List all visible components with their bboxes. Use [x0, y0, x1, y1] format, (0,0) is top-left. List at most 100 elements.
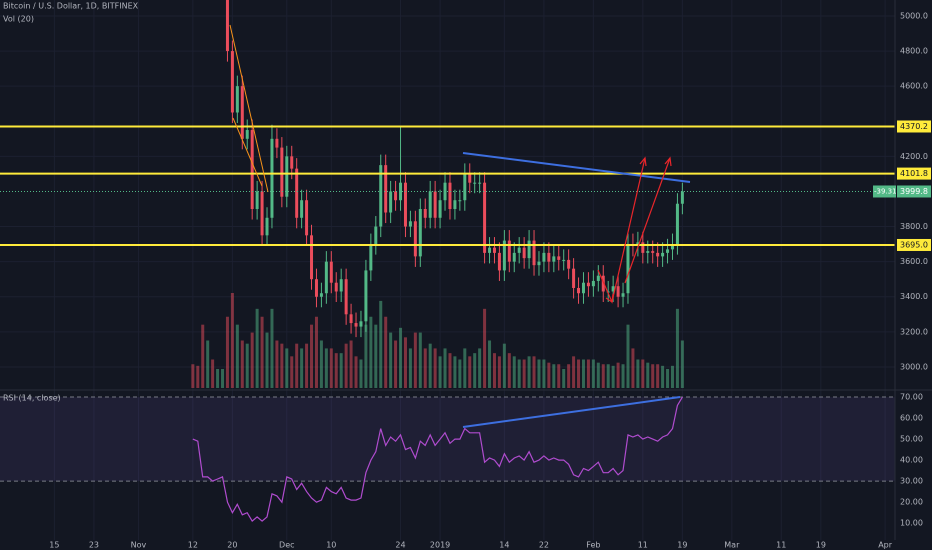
candle-body	[448, 182, 452, 210]
last-price-box	[897, 185, 931, 198]
x-tick-label: Dec	[279, 541, 294, 550]
volume-bar	[225, 316, 229, 388]
candle-body	[389, 191, 393, 213]
volume-bar	[334, 353, 338, 388]
candle-body	[403, 182, 407, 227]
volume-bar	[577, 359, 581, 388]
volume-bar	[216, 369, 220, 388]
candle-body	[374, 226, 378, 245]
volume-bar	[305, 343, 309, 388]
volume-bar	[502, 343, 506, 388]
candle-body	[562, 259, 566, 261]
rsi-tick-label: 30.00	[900, 477, 923, 486]
volume-bar	[581, 359, 585, 388]
candle-body	[250, 130, 254, 210]
chart-title: Bitcoin / U.S. Dollar, 1D, BITFINEX	[3, 2, 139, 11]
resistance-line	[462, 152, 691, 183]
candle-body	[275, 138, 279, 148]
x-tick-label: 22	[539, 541, 549, 550]
x-tick-label: Mar	[724, 541, 740, 550]
volume-bar	[255, 308, 259, 388]
candle-body	[507, 240, 511, 262]
candle-body	[314, 279, 318, 297]
candle-body	[265, 217, 269, 236]
candle-body	[369, 244, 373, 271]
x-tick-label: 23	[89, 541, 99, 550]
candle-body	[656, 252, 660, 257]
x-tick-label: 19	[816, 541, 826, 550]
trend-line	[229, 24, 269, 193]
rsi-tick-label: 10.00	[900, 519, 923, 528]
candle-body	[463, 173, 467, 201]
volume-bar	[364, 324, 368, 388]
candle-body	[468, 173, 472, 183]
volume-bar	[354, 356, 358, 388]
candle-body	[675, 203, 679, 245]
volume-bar	[290, 356, 294, 388]
volume-bar	[567, 364, 571, 388]
last-price-label: 3999.8	[900, 187, 928, 196]
volume-bar	[408, 348, 412, 388]
candle-body	[626, 244, 630, 294]
rsi-tick-label: 50.00	[900, 435, 923, 444]
level-label-box	[897, 120, 931, 133]
volume-bar	[448, 353, 452, 388]
candle-body	[577, 287, 581, 294]
volume-bar	[626, 324, 630, 388]
candle-body	[641, 242, 645, 253]
candle-body	[666, 249, 670, 253]
volume-bar	[433, 348, 437, 388]
volume-bar	[211, 359, 215, 388]
level-label-box	[897, 238, 931, 251]
volume-bar	[359, 359, 363, 388]
volume-bar	[572, 356, 576, 388]
volume-bar	[324, 348, 328, 388]
volume-bar	[458, 359, 462, 388]
x-tick-label: 12	[188, 541, 198, 550]
volume-bar	[488, 340, 492, 388]
volume-bar	[443, 348, 447, 388]
volume-bar	[552, 364, 556, 388]
level-label: 3695.0	[900, 240, 928, 249]
volume-bar	[319, 340, 323, 388]
volume-bar	[339, 353, 343, 388]
candle-body	[527, 240, 531, 259]
volume-bar	[661, 365, 665, 388]
arrowhead	[664, 156, 672, 167]
y-tick-label: 4800.0	[900, 47, 928, 56]
rsi-tick-label: 60.00	[900, 414, 923, 423]
candle-body	[478, 182, 482, 184]
candle-body	[270, 138, 274, 218]
candle-body	[260, 191, 264, 236]
volume-bar	[591, 359, 595, 388]
candle-body	[443, 182, 447, 201]
volume-bar	[636, 359, 640, 388]
level-label-box	[897, 167, 931, 180]
arrowhead	[639, 156, 647, 167]
volume-bar	[532, 356, 536, 388]
volume-bar	[522, 359, 526, 388]
volume-bar	[562, 369, 566, 388]
volume-bar	[497, 356, 501, 388]
candle-body	[438, 200, 442, 218]
candle-body	[349, 314, 353, 324]
volume-bar	[596, 362, 600, 388]
volume-bar	[201, 324, 205, 388]
candle-body	[280, 147, 284, 197]
volume-bar	[601, 364, 605, 388]
volume-bar	[621, 364, 625, 388]
candle-body	[334, 282, 338, 292]
volume-bar	[468, 356, 472, 388]
volume-bar	[379, 300, 383, 388]
labels: 15 23 Nov 12 20 Dec 10 24 2019 14 22 Feb 11 19 Mar 11 19…	[49, 11, 931, 550]
y-tick-label: 3200.0	[900, 327, 928, 336]
candle-body	[413, 221, 417, 257]
volume-bar	[473, 353, 477, 388]
volume-bar	[300, 348, 304, 388]
volume-bar	[656, 364, 660, 388]
candle-body	[483, 182, 487, 253]
volume-bar	[206, 340, 210, 388]
price-pane	[0, 0, 895, 338]
rsi-tick-label: 20.00	[900, 498, 923, 507]
